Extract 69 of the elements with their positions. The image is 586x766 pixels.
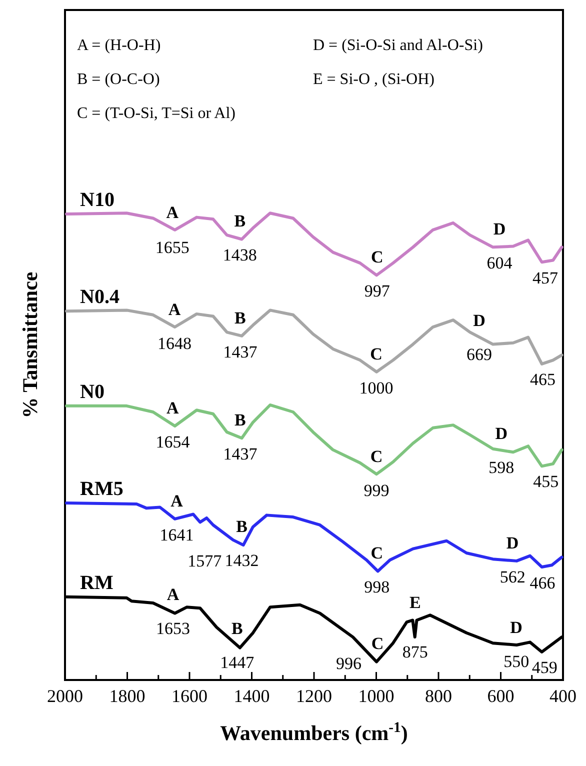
annotation: 998 xyxy=(364,578,390,597)
annotation: 550 xyxy=(504,652,530,671)
x-tick-label: 1400 xyxy=(234,686,270,706)
annotation: B xyxy=(234,410,246,430)
annotation: 1437 xyxy=(223,444,258,464)
annotation: B xyxy=(234,308,246,328)
text: E = Si-O , (Si-OH) xyxy=(313,71,434,88)
annotation: 1447 xyxy=(220,652,255,672)
x-tick-label: 1000 xyxy=(358,686,394,706)
annotation: C xyxy=(370,344,382,364)
series-label: N0.4 xyxy=(80,286,120,308)
annotation: 1577 xyxy=(188,551,222,570)
annotation: C xyxy=(371,634,384,653)
annotation: 1438 xyxy=(222,246,257,265)
annotation: 1654 xyxy=(156,432,190,452)
x-tick-label: 1800 xyxy=(109,686,146,706)
annotation: 466 xyxy=(530,573,556,592)
x-tick-label: 1600 xyxy=(172,686,208,706)
annotation: D xyxy=(493,220,506,239)
series-label: RM5 xyxy=(80,478,124,500)
annotation: A xyxy=(170,491,184,510)
annotation: 999 xyxy=(364,481,390,500)
annotation: D xyxy=(495,424,508,444)
series-label: RM xyxy=(80,572,114,594)
annotation: 997 xyxy=(364,282,390,301)
annotation: 604 xyxy=(486,254,513,273)
annotation: A xyxy=(168,300,182,319)
annotation: D xyxy=(510,618,522,637)
annotation: A xyxy=(166,202,180,222)
x-tick-label: 600 xyxy=(487,686,514,706)
annotation: 1432 xyxy=(224,551,259,570)
text: D = (Si-O-Si and Al-O-Si) xyxy=(313,37,483,54)
annotation: C xyxy=(370,544,384,563)
x-tick-label: 400 xyxy=(550,686,576,706)
x-tick-label: 800 xyxy=(425,686,452,706)
text: A = (H-O-H) xyxy=(77,37,161,54)
annotation: B xyxy=(231,618,243,638)
annotation: C xyxy=(370,447,383,466)
annotation: 1000 xyxy=(359,378,394,398)
series-label: N10 xyxy=(80,189,114,212)
annotation: 455 xyxy=(533,472,559,492)
text: C = (T-O-Si, T=Si or Al) xyxy=(77,105,236,122)
x-tick-label: 2000 xyxy=(47,686,83,706)
annotation: 669 xyxy=(466,345,492,364)
y-axis-title: % Tansmittance xyxy=(18,272,42,418)
annotation: B xyxy=(234,212,246,231)
series-label: N0 xyxy=(80,380,104,403)
annotation: 1437 xyxy=(223,342,258,362)
annotation: 1653 xyxy=(156,619,190,638)
annotation: 465 xyxy=(530,370,556,389)
text: B = (O-C-O) xyxy=(77,71,160,88)
annotation: E xyxy=(409,593,421,612)
annotation: B xyxy=(236,517,248,536)
x-tick-label: 1200 xyxy=(296,686,332,706)
annotation: 996 xyxy=(336,654,362,673)
annotation: 598 xyxy=(488,458,514,478)
annotation: 457 xyxy=(532,268,559,288)
annotation: 1655 xyxy=(155,238,190,257)
annotation: C xyxy=(371,248,384,267)
annotation: A xyxy=(166,585,180,604)
annotation: 562 xyxy=(500,567,526,586)
annotation: D xyxy=(506,533,519,552)
annotation: 1641 xyxy=(160,525,194,544)
annotation: A xyxy=(166,398,180,418)
annotation: 459 xyxy=(532,658,558,677)
annotation: 875 xyxy=(402,642,428,662)
x-axis-title: Wavenumbers (cm$^{-1}$) xyxy=(220,720,408,745)
annotation: 1648 xyxy=(158,334,192,353)
annotation: D xyxy=(473,311,486,330)
